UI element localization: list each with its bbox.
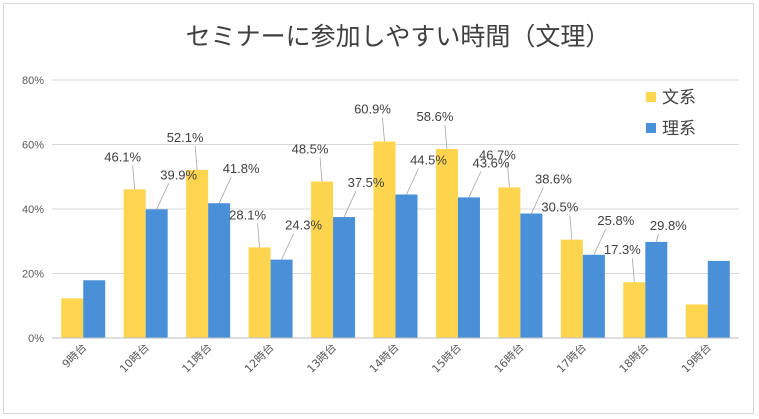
data-label: 17.3%	[604, 242, 641, 257]
y-tick-label: 40%	[22, 204, 44, 216]
data-label: 37.5%	[348, 175, 385, 190]
bar-bunkei	[186, 169, 209, 338]
x-axis-categories: 9時台 10時台 11時台 12時台 13時台 14時台 15時台 16時台 17時台 18時台 1…	[59, 340, 714, 375]
bar-rikei	[707, 260, 730, 338]
data-label: 25.8%	[597, 213, 634, 228]
leader-line	[194, 145, 198, 171]
bar-rikei	[520, 213, 543, 338]
bar-rikei	[457, 197, 480, 338]
legend-label: 理系	[662, 119, 696, 139]
x-category-label: 12時台	[241, 340, 276, 375]
data-labels: 46.1% 52.1% 28.1% 48.5% 60.9% 58.6% 46.7% 30.5%…	[104, 102, 687, 283]
x-category-label: 10時台	[116, 340, 151, 375]
bar-rikei	[582, 254, 605, 338]
data-label: 44.5%	[410, 152, 447, 167]
bar-rikei	[208, 203, 231, 338]
leader-line	[343, 190, 357, 218]
bar-bunkei	[435, 149, 458, 338]
bar-bunkei	[123, 189, 146, 338]
x-category-label: 15時台	[429, 340, 464, 375]
bar-bunkei	[685, 304, 708, 338]
leader-line	[156, 183, 170, 210]
legend-swatch	[646, 123, 656, 133]
bar-bunkei	[61, 298, 84, 338]
data-label: 58.6%	[417, 109, 454, 124]
bar-rikei	[83, 280, 106, 338]
bar-bunkei	[498, 187, 521, 338]
leader-line	[593, 228, 607, 255]
bar-bunkei	[623, 282, 646, 338]
bar-rikei	[395, 194, 418, 338]
bar-rikei	[333, 217, 356, 338]
leader-line	[132, 165, 136, 190]
leader-line	[319, 157, 323, 182]
data-label: 43.6%	[473, 155, 510, 170]
y-tick-label: 80%	[22, 75, 44, 87]
data-label: 48.5%	[292, 142, 329, 157]
leader-line	[569, 215, 573, 240]
x-category-label: 13時台	[304, 340, 339, 375]
leader-line	[257, 223, 260, 248]
data-label: 60.9%	[354, 102, 391, 117]
legend-label: 文系	[662, 88, 696, 108]
x-category-label: 14時台	[366, 340, 401, 375]
data-label: 52.1%	[167, 130, 204, 145]
data-label: 29.8%	[650, 218, 687, 233]
y-tick-label: 20%	[22, 269, 44, 281]
data-label: 46.7%	[479, 147, 516, 162]
bar-bunkei	[560, 239, 583, 338]
leader-line	[468, 171, 482, 198]
bar-bunkei	[311, 181, 334, 338]
data-label: 24.3%	[285, 218, 322, 233]
bar-rikei	[145, 209, 168, 338]
bar-rikei	[645, 241, 668, 338]
data-label: 28.1%	[229, 207, 266, 222]
x-category-label: 18時台	[616, 340, 651, 375]
leader-line	[218, 177, 232, 204]
y-tick-label: 60%	[22, 140, 44, 152]
x-category-label: 19時台	[679, 340, 714, 375]
y-axis-ticks: 0% 20% 40% 60% 80%	[22, 75, 44, 345]
bar-bunkei	[373, 141, 396, 338]
bars	[61, 141, 730, 338]
leader-line	[281, 233, 294, 260]
leader-line	[655, 233, 659, 242]
x-category-label: 11時台	[179, 340, 214, 375]
leader-line	[382, 117, 385, 142]
x-category-label: 9時台	[59, 340, 89, 370]
data-label: 41.8%	[223, 161, 260, 176]
x-category-label: 17時台	[554, 340, 589, 375]
bar-bunkei	[248, 247, 271, 338]
x-category-label: 16時台	[491, 340, 526, 375]
legend-swatch	[646, 92, 656, 102]
data-label: 46.1%	[104, 149, 141, 164]
leader-line	[631, 258, 635, 283]
leader-line	[531, 187, 544, 214]
data-label: 38.6%	[535, 172, 572, 187]
leader-line	[406, 168, 419, 195]
chart-title: セミナーに参加しやすい時間（文理）	[186, 22, 611, 51]
y-tick-label: 0%	[28, 333, 44, 345]
leader-line	[507, 163, 510, 188]
data-label: 30.5%	[541, 200, 578, 215]
leader-line	[444, 124, 448, 150]
bar-rikei	[270, 259, 293, 338]
data-label: 39.9%	[160, 167, 197, 182]
